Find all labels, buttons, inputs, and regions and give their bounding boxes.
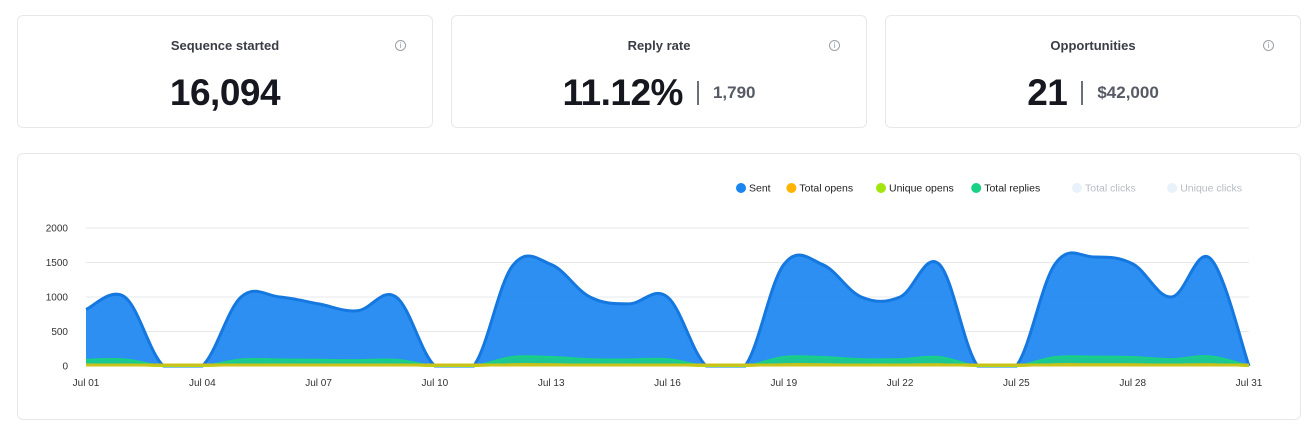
card-value-row: 21 $42,000	[886, 72, 1300, 114]
chart-legend: Sent Total opens Unique opens Total replies…	[736, 183, 1242, 195]
value-divider	[1081, 81, 1084, 105]
x-tick-label: Jul 04	[189, 378, 216, 389]
kpi-card-sequence-started: Sequence started i 16,094	[17, 15, 433, 128]
legend-label: Total opens	[799, 183, 853, 195]
series-sent	[85, 251, 1251, 368]
legend-swatch	[786, 183, 797, 193]
y-axis-ticks: 0 500 1000 1500 2000	[46, 224, 69, 373]
legend-label: Unique clicks	[1180, 183, 1242, 195]
y-tick-label: 1500	[46, 258, 69, 269]
value-divider	[696, 81, 699, 105]
card-title: Opportunities	[1050, 38, 1136, 53]
series-area	[86, 252, 1249, 366]
x-tick-label: Jul 19	[770, 378, 797, 389]
legend-item-unique-opens[interactable]: Unique opens	[876, 183, 954, 195]
y-tick-label: 0	[62, 362, 68, 373]
legend-label: Unique opens	[889, 183, 954, 195]
legend-item-total-replies[interactable]: Total replies	[971, 183, 1040, 195]
kpi-card-reply-rate: Reply rate i 11.12% 1,790	[451, 15, 867, 128]
x-tick-label: Jul 16	[654, 378, 681, 389]
y-tick-label: 2000	[46, 224, 69, 235]
activity-chart-card: Sent Total opens Unique opens Total replies…	[17, 153, 1301, 420]
legend-label: Total replies	[984, 183, 1040, 195]
legend-item-total-clicks[interactable]: Total clicks	[1072, 183, 1136, 195]
info-icon[interactable]: i	[395, 40, 406, 51]
legend-item-total-opens[interactable]: Total opens	[786, 183, 853, 195]
card-value: 21	[1027, 72, 1068, 113]
card-value: 11.12%	[562, 72, 684, 113]
legend-item-unique-clicks[interactable]: Unique clicks	[1167, 183, 1242, 195]
legend-label: Total clicks	[1085, 183, 1136, 195]
chart-areas	[85, 251, 1251, 368]
y-tick-label: 500	[51, 327, 68, 338]
legend-swatch	[1167, 183, 1178, 193]
info-icon[interactable]: i	[1263, 40, 1274, 51]
legend-item-sent[interactable]: Sent	[736, 183, 771, 195]
x-tick-label: Jul 22	[887, 378, 914, 389]
x-tick-label: Jul 13	[538, 378, 565, 389]
x-tick-label: Jul 01	[73, 378, 100, 389]
info-icon[interactable]: i	[829, 40, 840, 51]
x-tick-label: Jul 31	[1236, 378, 1263, 389]
legend-swatch	[971, 183, 982, 193]
card-value: 16,094	[169, 72, 281, 113]
activity-area-chart: Sent Total opens Unique opens Total replies…	[46, 183, 1263, 390]
card-value-row: 16,094	[18, 72, 432, 114]
card-secondary-value: $42,000	[1097, 83, 1159, 102]
x-tick-label: Jul 25	[1003, 378, 1030, 389]
y-tick-label: 1000	[46, 293, 69, 304]
card-value-row: 11.12% 1,790	[452, 72, 866, 114]
x-axis-ticks: Jul 01 Jul 04 Jul 07 Jul 10 Jul 13 Jul 16 Jul …	[73, 378, 1263, 389]
series-line	[85, 251, 1251, 368]
card-title: Reply rate	[627, 38, 691, 53]
legend-swatch	[876, 183, 886, 193]
card-title: Sequence started	[170, 38, 280, 53]
kpi-card-opportunities: Opportunities i 21 $42,000	[885, 15, 1301, 128]
series-line	[85, 355, 1250, 367]
x-tick-label: Jul 07	[305, 378, 332, 389]
legend-label: Sent	[749, 183, 771, 195]
legend-swatch	[736, 183, 746, 193]
legend-swatch	[1072, 183, 1082, 193]
card-secondary-value: 1,790	[712, 83, 756, 102]
x-tick-label: Jul 10	[422, 378, 449, 389]
x-tick-label: Jul 28	[1119, 378, 1146, 389]
